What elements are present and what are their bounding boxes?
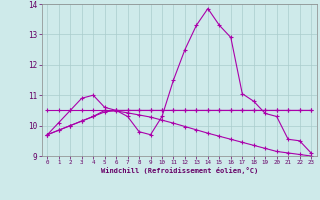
- X-axis label: Windchill (Refroidissement éolien,°C): Windchill (Refroidissement éolien,°C): [100, 167, 258, 174]
